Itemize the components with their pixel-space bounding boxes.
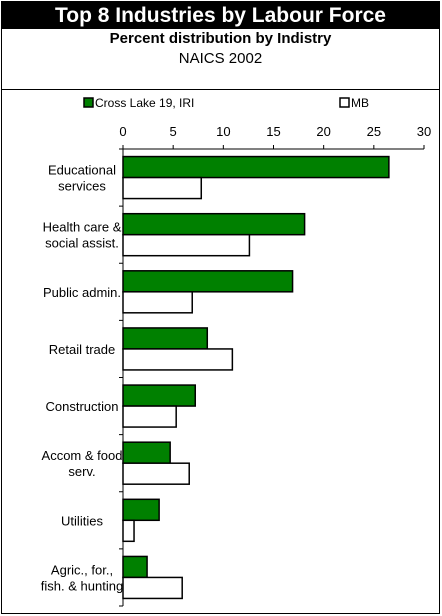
category-label: Utilities [61,513,103,528]
category-label: Public admin. [43,285,121,300]
bar-cross-lake [122,155,390,179]
category-label: services [58,179,106,194]
category-label: Health care & [43,220,122,235]
chart-subtitle-naics: NAICS 2002 [178,50,263,67]
x-tick-label: 20 [316,124,330,139]
legend-label: MB [351,96,369,110]
category-label: Accom & food [42,448,123,463]
bar-mb [122,233,251,257]
chart-title: Top 8 Industries by Labour Force [2,2,439,29]
category-label: Construction [46,399,119,414]
bar-mb [122,291,193,314]
chart-subtitle: Percent distribution by Indistry [109,30,332,47]
bar-mb [122,176,203,200]
bar-cross-lake [122,441,171,464]
bar-cross-lake [122,384,196,407]
bar-mb [122,405,177,428]
bar-cross-lake [122,555,148,579]
category-label: Agric., for., [51,562,113,577]
bar-cross-lake [122,498,160,522]
category-label: Educational [48,163,116,178]
x-tick-label: 30 [417,124,431,139]
x-tick-label: 5 [170,124,177,139]
legend-label: Cross Lake 19, IRI [95,96,194,110]
category-label: serv. [68,464,95,479]
bar-mb [122,519,135,543]
bar-mb [122,576,183,600]
category-label: Retail trade [49,342,115,357]
x-tick-label: 10 [216,124,230,139]
bar-cross-lake [122,270,294,293]
bar-cross-lake [122,327,209,350]
x-tick-label: 15 [266,124,280,139]
legend-swatch [83,97,94,108]
legend-swatch [339,97,350,108]
category-label: social assist. [45,236,119,251]
header-divider [2,89,439,90]
bar-mb [122,462,190,485]
bar-mb [122,348,234,371]
x-tick-label: 0 [119,124,126,139]
bar-cross-lake [122,212,306,236]
x-tick-label: 25 [367,124,381,139]
category-label: fish. & hunting [41,578,123,593]
